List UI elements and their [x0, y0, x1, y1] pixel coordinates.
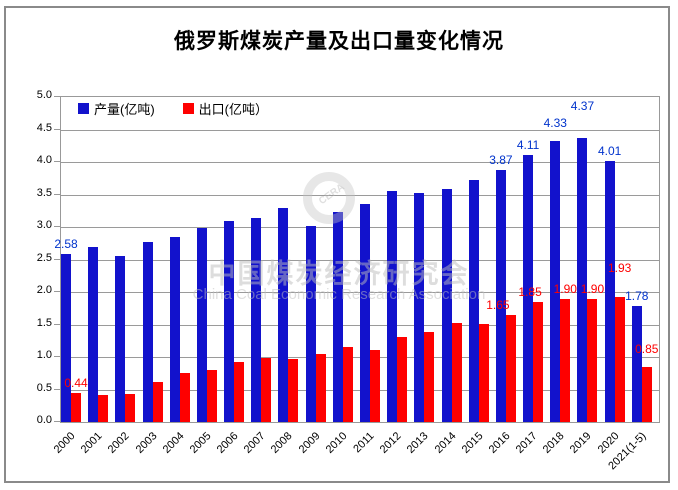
data-label-export-2000: 0.44	[64, 376, 88, 391]
bar-production-2007	[251, 217, 262, 422]
y-axis-tick	[54, 161, 60, 162]
y-axis-tick	[54, 421, 60, 422]
bar-production-2006	[224, 220, 235, 422]
y-axis-label-1.0: 1.0	[36, 349, 52, 361]
bar-export-2001	[98, 394, 109, 422]
bar-production-2011	[360, 203, 370, 422]
production-swatch-icon	[78, 103, 89, 114]
bar-production-2013	[414, 193, 425, 422]
bar-export-2016	[505, 314, 516, 422]
y-axis-tick	[54, 96, 60, 97]
bar-export-2007	[261, 358, 272, 422]
bar-production-2010	[332, 212, 343, 422]
data-label-export-2019: 1.90	[580, 281, 605, 296]
y-axis-tick	[54, 258, 60, 260]
y-axis-tick	[54, 128, 60, 130]
legend-label-export: 出口(亿吨）	[198, 102, 269, 117]
bar-export-2006	[234, 362, 245, 422]
data-label-export-2021(1-5): 0.85	[635, 341, 659, 356]
bar-production-2018	[550, 140, 561, 422]
y-axis-tick	[54, 226, 60, 227]
bar-export-2010	[342, 346, 353, 422]
bar-production-2001	[88, 246, 99, 422]
bar-production-2008	[278, 208, 289, 422]
bar-export-2019	[587, 298, 598, 422]
export-swatch-icon	[182, 103, 194, 114]
bar-export-2012	[397, 336, 408, 422]
bar-production-2000	[61, 254, 71, 422]
bar-export-2004	[179, 372, 190, 422]
gridline	[61, 194, 659, 196]
y-axis-tick	[54, 193, 60, 195]
bar-export-2017	[533, 301, 544, 422]
bar-export-2003	[152, 382, 163, 422]
legend: 产量(亿吨) 出口(亿吨）	[78, 99, 268, 118]
bar-export-2000	[71, 393, 81, 422]
data-label-export-2020: 1.93	[607, 260, 632, 275]
data-label-production-2021(1-5): 1.78	[625, 289, 649, 304]
bar-production-2009	[305, 225, 316, 422]
data-label-export-2016: 1.65	[486, 297, 510, 312]
bar-production-2012	[387, 191, 398, 422]
y-axis-label-2.5: 2.5	[36, 251, 52, 264]
data-label-export-2018: 1.90	[553, 281, 577, 296]
y-axis-label-3.5: 3.5	[36, 186, 52, 199]
bar-production-2019	[577, 137, 588, 422]
y-axis-label-2.0: 2.0	[36, 284, 52, 296]
y-axis-label-3.0: 3.0	[36, 219, 52, 231]
bar-export-2020	[614, 296, 625, 422]
y-axis-label-4.0: 4.0	[36, 154, 52, 166]
y-axis-tick	[54, 388, 60, 390]
chart-title: 俄罗斯煤炭产量及出口量变化情况	[174, 28, 504, 53]
bar-production-2016	[495, 170, 506, 422]
bar-export-2002	[125, 394, 136, 422]
gridline	[61, 129, 659, 131]
bar-production-2005	[196, 227, 207, 422]
y-axis-label-1.5: 1.5	[36, 316, 52, 329]
data-label-export-2017: 1.85	[518, 284, 542, 299]
bar-export-2014	[451, 323, 462, 422]
bar-production-2021(1-5)	[631, 306, 642, 422]
bar-production-2004	[169, 237, 180, 422]
bar-production-2015	[468, 179, 479, 422]
bar-export-2015	[478, 323, 489, 422]
y-axis-label-0.0: 0.0	[36, 414, 52, 426]
bar-export-2011	[370, 349, 380, 422]
y-axis-label-4.5: 4.5	[36, 121, 52, 134]
bar-production-2002	[115, 255, 126, 422]
data-label-production-2000: 2.58	[54, 237, 78, 252]
y-axis-label-5.0: 5.0	[36, 89, 52, 101]
y-axis-tick	[54, 323, 60, 325]
y-axis-tick	[54, 291, 60, 292]
legend-label-production: 产量(亿吨)	[94, 102, 155, 117]
legend-item-export: 出口(亿吨）	[182, 99, 269, 118]
bar-production-2003	[142, 241, 153, 422]
legend-item-production: 产量(亿吨)	[78, 99, 155, 118]
data-label-production-2018: 4.33	[543, 115, 567, 130]
bar-export-2005	[206, 370, 217, 422]
bar-production-2020	[604, 161, 615, 422]
y-axis-tick	[54, 356, 60, 357]
gridline	[61, 162, 659, 163]
bar-export-2021(1-5)	[641, 366, 652, 422]
bar-production-2017	[523, 154, 534, 422]
y-axis-label-0.5: 0.5	[36, 381, 52, 394]
bar-export-2009	[315, 353, 326, 422]
data-label-production-2020: 4.01	[597, 144, 622, 159]
bar-export-2013	[424, 331, 435, 422]
data-label-production-2016: 3.87	[489, 153, 513, 168]
data-label-production-2017: 4.11	[516, 137, 540, 152]
data-label-production-2019: 4.37	[570, 98, 595, 113]
bar-export-2018	[560, 298, 571, 422]
plot-area: 2.58 3.87 4.11 4.33 4.37 4.01 1.78 0.44 1.65 1.85…	[54, 96, 660, 423]
bar-production-2014	[441, 189, 452, 422]
bar-export-2008	[288, 358, 299, 422]
